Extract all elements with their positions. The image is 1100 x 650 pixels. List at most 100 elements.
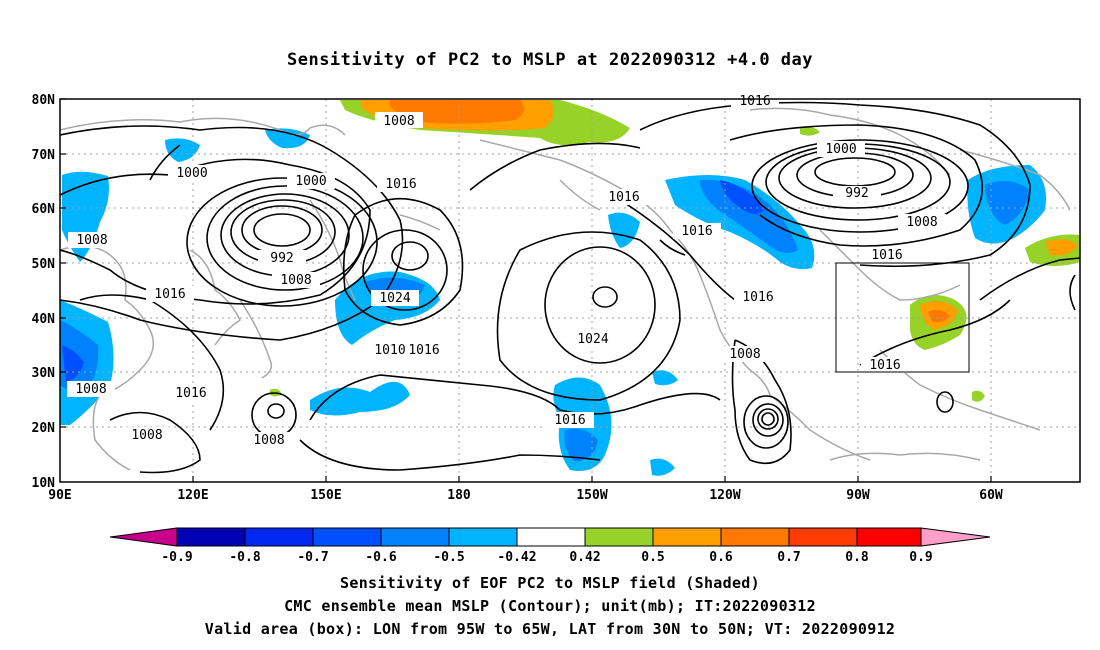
contour-label: 1016 xyxy=(673,223,721,239)
colorbar xyxy=(109,527,991,547)
lat-label: 80N xyxy=(32,93,56,108)
contour-label: 992 xyxy=(258,250,306,266)
contour-label: 1000 xyxy=(817,141,865,157)
svg-text:1016: 1016 xyxy=(408,343,439,358)
svg-text:1008: 1008 xyxy=(76,233,107,248)
contour-label: 1016 xyxy=(146,286,194,302)
shaded-sensitivity xyxy=(60,100,1080,476)
shade-asia-south-core2 xyxy=(62,345,84,382)
contour-label: 1008 xyxy=(245,432,293,448)
svg-text:1008: 1008 xyxy=(383,114,414,129)
svg-text:1008: 1008 xyxy=(906,215,937,230)
shade-arctic-core2 xyxy=(390,100,524,124)
colorbar-label: -0.8 xyxy=(229,550,260,565)
latitude-labels: 80N 70N 60N 50N 40N 30N 20N 10N xyxy=(32,93,56,491)
lon-label: 150W xyxy=(576,488,607,503)
lon-label: 90W xyxy=(846,488,870,503)
lat-label: 40N xyxy=(32,312,56,327)
svg-text:1000: 1000 xyxy=(825,142,856,157)
contour-label: 1016 xyxy=(167,385,215,401)
lat-label: 50N xyxy=(32,257,56,272)
colorbar-labels: -0.9 -0.8 -0.7 -0.6 -0.5 -0.42 0.42 0.5 … xyxy=(161,550,932,565)
contour-label: 1000 xyxy=(287,173,335,189)
colorbar-max-arrow xyxy=(920,527,991,547)
svg-text:992: 992 xyxy=(845,186,868,201)
contour-label: 1016 xyxy=(861,357,909,373)
svg-text:1016: 1016 xyxy=(175,386,206,401)
lon-label: 60W xyxy=(979,488,1003,503)
caption-line-2: CMC ensemble mean MSLP (Contour); unit(m… xyxy=(284,597,816,615)
contour-label: 1016 xyxy=(734,289,782,305)
shade-small-b xyxy=(652,370,678,386)
contour-label: 1016 xyxy=(863,247,911,263)
colorbar-label: 0.9 xyxy=(909,550,932,565)
svg-text:1016: 1016 xyxy=(608,190,639,205)
contour-label: 1016 xyxy=(731,94,779,109)
svg-text:1000: 1000 xyxy=(176,166,207,181)
shade-ne-us-core2 xyxy=(928,309,950,323)
lon-label: 120E xyxy=(177,488,208,503)
contour-label: 1024 xyxy=(569,331,617,347)
colorbar-label: 0.5 xyxy=(641,550,664,565)
svg-text:1008: 1008 xyxy=(75,382,106,397)
colorbar-label: 0.42 xyxy=(569,550,600,565)
colorbar-min-arrow xyxy=(109,527,178,547)
colorbar-label: -0.9 xyxy=(161,550,192,565)
colorbar-segment xyxy=(584,527,654,547)
colorbar-segment xyxy=(516,527,586,547)
svg-text:1008: 1008 xyxy=(729,347,760,362)
svg-text:1016: 1016 xyxy=(554,413,585,428)
svg-text:1016: 1016 xyxy=(871,248,902,263)
contour-label: 1008 xyxy=(721,346,769,362)
colorbar-segment xyxy=(720,527,790,547)
colorbar-label: 0.7 xyxy=(777,550,800,565)
colorbar-label: 0.6 xyxy=(709,550,733,565)
svg-text:1024: 1024 xyxy=(379,291,410,306)
svg-text:1016: 1016 xyxy=(739,94,770,109)
lat-label: 10N xyxy=(32,476,56,491)
shade-hudson-positive xyxy=(800,126,820,136)
lat-label: 70N xyxy=(32,148,56,163)
contour-label: 1016 xyxy=(377,176,425,192)
shade-asia-north-negative xyxy=(62,171,109,262)
svg-text:992: 992 xyxy=(270,251,293,266)
lat-label: 30N xyxy=(32,366,56,381)
shade-small-a xyxy=(650,458,675,476)
contour-label: 992 xyxy=(833,186,881,202)
svg-text:1016: 1016 xyxy=(681,224,712,239)
lon-label: 180 xyxy=(447,488,471,503)
colorbar-segment xyxy=(176,527,246,547)
contour-label: 1008 xyxy=(68,232,116,248)
caption-line-3: Valid area (box): LON from 95W to 65W, L… xyxy=(204,620,896,638)
lat-label: 60N xyxy=(32,202,56,217)
colorbar-label: -0.5 xyxy=(433,550,464,565)
contour-label: 1016 xyxy=(400,342,448,358)
colorbar-segment xyxy=(856,527,922,547)
lon-label: 90E xyxy=(48,488,71,503)
valid-area-box xyxy=(835,262,970,373)
contour-labels: 1008 1016 1000 992 1008 1000 1016 1008 1… xyxy=(67,94,946,448)
svg-text:1016: 1016 xyxy=(154,287,185,302)
colorbar-segment xyxy=(788,527,858,547)
shade-gulf-alaska xyxy=(608,212,640,248)
shade-central-pacific xyxy=(310,381,410,416)
shade-labrador-core xyxy=(985,181,1030,225)
svg-text:1008: 1008 xyxy=(280,273,311,288)
plot-frame xyxy=(59,98,1081,483)
shade-canada-core2 xyxy=(720,180,765,214)
colorbar-label: -0.7 xyxy=(297,550,328,565)
shade-canada-core xyxy=(700,179,798,254)
sensitivity-map: 1008 1016 1000 992 1008 1000 1016 1008 1… xyxy=(32,93,1081,565)
colorbar-segment xyxy=(244,527,314,547)
svg-text:1008: 1008 xyxy=(131,428,162,443)
contour-label: 1024 xyxy=(371,290,419,306)
colorbar-label: -0.42 xyxy=(497,550,536,565)
lon-label: 120W xyxy=(709,488,740,503)
contour-label: 1016 xyxy=(600,189,648,205)
page-title: Sensitivity of PC2 to MSLP at 2022090312… xyxy=(286,50,813,70)
svg-text:1010: 1010 xyxy=(374,343,405,358)
tick-marks xyxy=(60,98,992,482)
contour-label: 1008 xyxy=(898,214,946,230)
lon-label: 150E xyxy=(310,488,341,503)
colorbar-segment xyxy=(652,527,722,547)
